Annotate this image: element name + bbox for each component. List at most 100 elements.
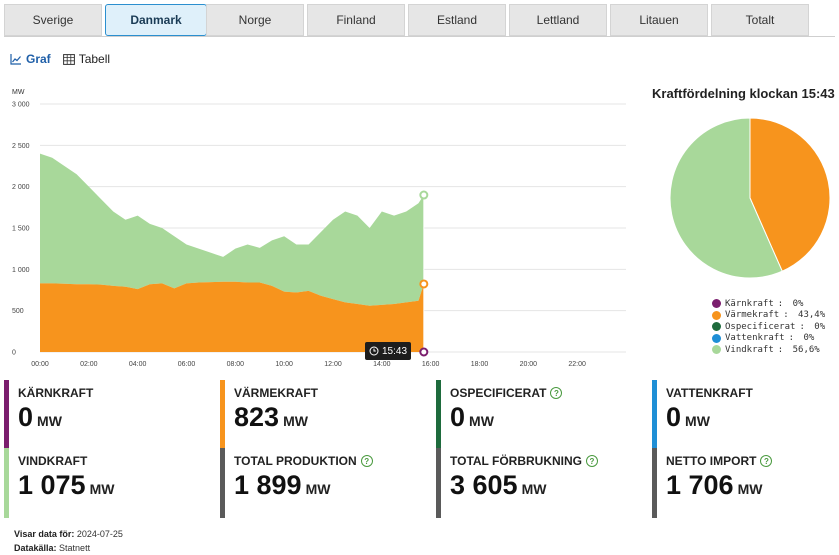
current-time-badge: 15:43	[365, 342, 411, 360]
data-source-value: Statnett	[59, 543, 91, 553]
legend-item[interactable]: Ospecificerat: 0%	[712, 321, 825, 333]
tab-finland[interactable]: Finland	[307, 4, 405, 36]
y-tick-labels: 3 000 2 500 2 000 1 500 1 000 500 0	[12, 102, 30, 357]
legend-swatch-vindkraft	[712, 345, 721, 355]
stat-label: VINDKRAFT	[18, 454, 87, 468]
legend-item[interactable]: Kärnkraft: 0%	[712, 298, 825, 310]
legend-percent: 56,6%	[792, 344, 820, 355]
y-tick-label: 1 000	[12, 267, 30, 274]
tab-sverige[interactable]: Sverige	[4, 4, 102, 36]
stat-color-bar	[652, 448, 657, 518]
stat-number: 823	[234, 402, 280, 432]
stat-unit: MW	[283, 413, 308, 429]
tab-litauen[interactable]: Litauen	[610, 4, 708, 36]
distribution-pie-chart[interactable]	[668, 116, 832, 280]
view-switch: Graf Tabell	[10, 52, 110, 66]
chart-areas	[40, 153, 424, 352]
x-tick-label: 08:00	[227, 361, 245, 368]
stat-color-bar	[4, 380, 9, 450]
legend-item[interactable]: Värmekraft: 43,4%	[712, 310, 825, 322]
y-tick-label: 3 000	[12, 102, 30, 109]
x-tick-labels: 00:00 02:00 04:00 06:00 08:00 10:00 12:00 14:00…	[31, 361, 586, 368]
tab-lettland[interactable]: Lettland	[509, 4, 607, 36]
pie-slice-vindkraft[interactable]	[669, 117, 783, 279]
data-date: Visar data för: 2024-07-25	[14, 527, 123, 541]
stat-ospecificerat: OSPECIFICERAT? 0 MW	[436, 380, 636, 450]
tab-estland[interactable]: Estland	[408, 4, 506, 36]
footer-info: Visar data för: 2024-07-25 Datakälla: St…	[14, 527, 123, 555]
stat-number: 3 605	[450, 470, 518, 500]
stat-label-text: VINDKRAFT	[18, 454, 88, 468]
line-chart-icon	[10, 53, 21, 65]
help-icon[interactable]: ?	[550, 387, 563, 399]
legend-percent: 43,4%	[798, 310, 826, 321]
stat-label: OSPECIFICERAT?	[450, 386, 563, 400]
legend-label: Kärnkraft	[725, 298, 774, 309]
stat-value: 1 899 MW	[234, 470, 330, 501]
stat-label-text: OSPECIFICERAT	[450, 386, 547, 400]
stat-number: 0	[18, 402, 34, 432]
stat-total-forbrukning: TOTAL FÖRBRUKNING? 3 605 MW	[436, 448, 636, 518]
x-tick-label: 00:00	[31, 361, 49, 368]
x-tick-label: 06:00	[178, 361, 196, 368]
stat-label: VÄRMEKRAFT	[234, 386, 318, 400]
table-icon	[62, 53, 75, 65]
y-tick-label: 2 000	[12, 184, 30, 191]
stat-unit: MW	[305, 481, 331, 497]
help-icon[interactable]: ?	[586, 455, 598, 467]
stat-number: 1 075	[18, 470, 86, 500]
stat-vindkraft: VINDKRAFT 1 075 MW	[4, 448, 204, 518]
y-tick-label: 0	[12, 350, 16, 357]
x-tick-label: 22:00	[568, 361, 586, 368]
data-date-label: Visar data för:	[14, 529, 75, 539]
stat-unit: MW	[89, 481, 115, 497]
legend-item[interactable]: Vindkraft: 56,6%	[712, 344, 825, 356]
tab-totalt[interactable]: Totalt	[711, 4, 809, 36]
varmekraft-area	[40, 281, 424, 352]
stat-value: 0 MW	[666, 402, 710, 433]
current-time-label: 15:43	[381, 345, 408, 357]
legend-label: Vattenkraft	[725, 333, 785, 344]
stat-value: 1 075 MW	[18, 470, 114, 501]
legend-percent: 0%	[792, 298, 804, 309]
stat-number: 0	[450, 402, 466, 432]
x-tick-label: 14:00	[373, 361, 391, 368]
stat-value: 823 MW	[234, 402, 308, 433]
x-tick-label: 04:00	[129, 361, 147, 368]
y-tick-label: 1 500	[12, 226, 30, 233]
tab-divider	[4, 36, 835, 37]
x-tick-label: 20:00	[520, 361, 538, 368]
stat-unit: MW	[685, 413, 710, 429]
clock-icon	[369, 346, 379, 356]
y-tick-label: 2 500	[12, 143, 30, 150]
stat-karnkraft: KÄRNKRAFT 0 MW	[4, 380, 204, 450]
stat-value: 0 MW	[18, 402, 62, 433]
pie-title: Kraftfördelning klockan 15:43	[652, 86, 835, 101]
varmekraft-point	[419, 279, 429, 289]
tab-danmark[interactable]: Danmark	[105, 4, 207, 36]
vindkraft-point	[419, 190, 429, 200]
help-icon[interactable]: ?	[760, 455, 773, 467]
legend-label: Vindkraft	[725, 344, 774, 355]
stat-unit: MW	[469, 413, 494, 429]
legend-label: Värmekraft	[725, 310, 780, 321]
graph-view-button[interactable]: Graf	[10, 52, 51, 66]
tab-norge[interactable]: Norge	[206, 4, 304, 36]
karnkraft-point	[419, 347, 429, 357]
x-tick-label: 16:00	[422, 361, 440, 368]
stat-label-text: TOTAL PRODUKTION	[234, 454, 357, 468]
pie-slice-värmekraft[interactable]	[749, 117, 831, 272]
stat-label: TOTAL PRODUKTION?	[234, 454, 373, 468]
data-source: Datakälla: Statnett	[14, 541, 123, 555]
legend-swatch-ospecificerat	[712, 322, 721, 332]
production-area-chart[interactable]: MW 3 000 2 500 2 000 1 500 1 000 500 0 00:00 02…	[0, 84, 640, 374]
stat-label: VATTENKRAFT	[666, 386, 753, 400]
stat-value: 0 MW	[450, 402, 494, 433]
data-source-label: Datakälla:	[14, 543, 57, 553]
table-view-button[interactable]: Tabell	[62, 52, 110, 66]
y-axis-unit: MW	[12, 89, 25, 96]
help-icon[interactable]: ?	[360, 455, 373, 467]
stat-color-bar	[220, 448, 225, 518]
legend-item[interactable]: Vattenkraft: 0%	[712, 333, 825, 345]
stat-label: NETTO IMPORT?	[666, 454, 773, 468]
